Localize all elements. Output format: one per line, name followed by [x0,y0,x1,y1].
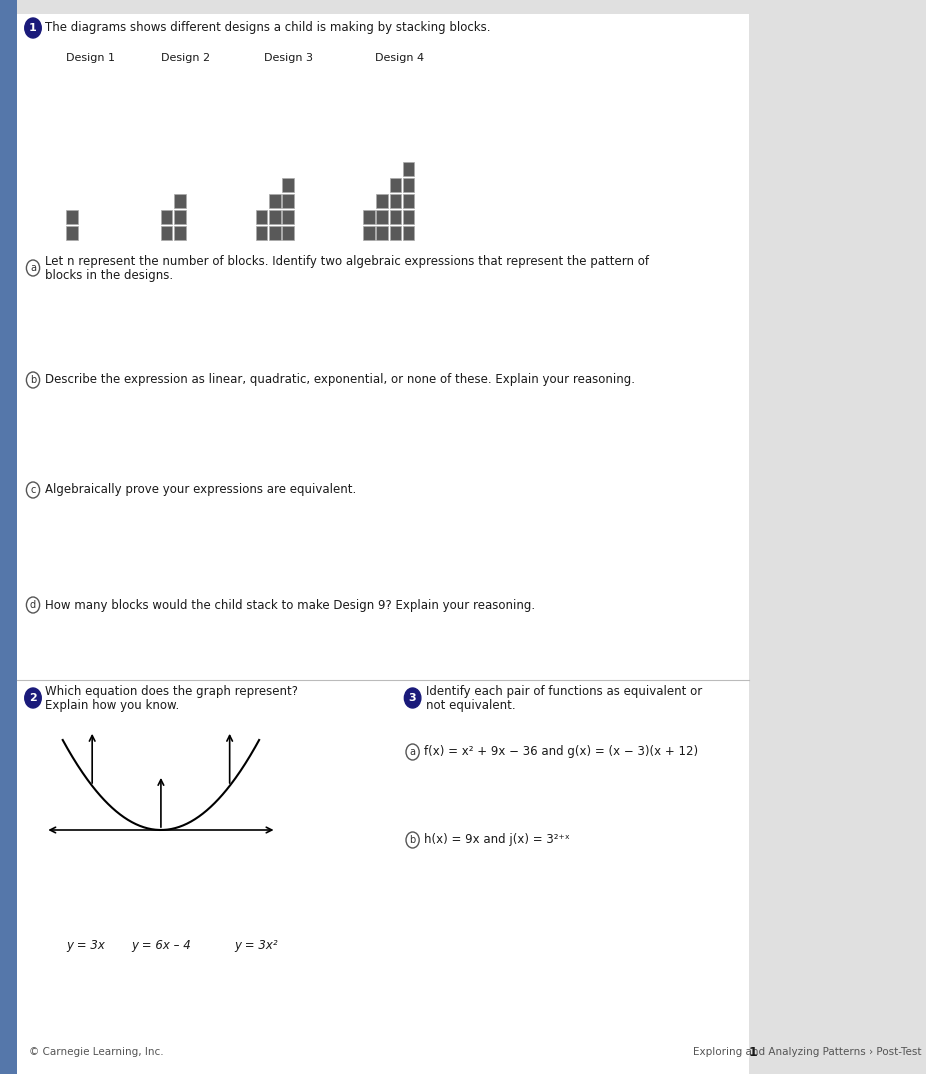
Circle shape [27,597,40,613]
Bar [269,226,281,240]
Text: How many blocks would the child stack to make Design 9? Explain your reasoning.: How many blocks would the child stack to… [44,598,534,611]
Circle shape [25,18,42,38]
Bar [161,226,172,240]
Bar [66,211,78,224]
Bar [403,162,414,176]
Bar [174,211,186,224]
Text: © Carnegie Learning, Inc.: © Carnegie Learning, Inc. [29,1047,164,1057]
Text: c: c [31,485,36,495]
Text: 2: 2 [29,693,37,703]
Text: Design 3: Design 3 [264,53,313,63]
Circle shape [27,482,40,498]
Circle shape [405,688,420,708]
Bar [403,211,414,224]
Bar [269,194,281,208]
Text: Design 4: Design 4 [375,53,425,63]
Bar [390,211,401,224]
Text: y = 6x – 4: y = 6x – 4 [131,939,191,952]
Bar [363,211,375,224]
Bar [403,194,414,208]
Bar [376,211,388,224]
Text: Describe the expression as linear, quadratic, exponential, or none of these. Exp: Describe the expression as linear, quadr… [44,374,634,387]
Circle shape [27,260,40,276]
Bar [282,178,294,192]
Text: Design 1: Design 1 [66,53,115,63]
Text: y = 3x: y = 3x [66,939,105,952]
Bar [282,226,294,240]
Text: Exploring and Analyzing Patterns › Post-Test: Exploring and Analyzing Patterns › Post-… [694,1047,921,1057]
Bar [403,178,414,192]
Bar [269,211,281,224]
Bar [256,226,268,240]
Bar [282,194,294,208]
Circle shape [406,744,419,760]
Bar [161,211,172,224]
Bar [390,178,401,192]
Text: b: b [409,834,416,845]
Text: Identify each pair of functions as equivalent or: Identify each pair of functions as equiv… [426,684,702,697]
Text: 3: 3 [408,693,417,703]
Circle shape [25,688,42,708]
Bar [0,0,17,1074]
Bar [174,226,186,240]
Bar [256,211,268,224]
Text: d: d [30,600,36,610]
Text: blocks in the designs.: blocks in the designs. [44,270,172,282]
Bar [376,194,388,208]
Bar [174,194,186,208]
Text: b: b [30,375,36,384]
Bar [282,211,294,224]
Text: Algebraically prove your expressions are equivalent.: Algebraically prove your expressions are… [44,483,356,496]
Text: y = 3x²: y = 3x² [234,939,278,952]
Text: f(x) = x² + 9x − 36 and g(x) = (x − 3)(x + 12): f(x) = x² + 9x − 36 and g(x) = (x − 3)(x… [424,745,698,758]
Text: h(x) = 9x and j(x) = 3²⁺ˣ: h(x) = 9x and j(x) = 3²⁺ˣ [424,833,570,846]
Text: not equivalent.: not equivalent. [426,698,516,711]
Circle shape [27,372,40,388]
Bar [66,226,78,240]
Text: 1: 1 [29,23,37,33]
Text: Let n represent the number of blocks. Identify two algebraic expressions that re: Let n represent the number of blocks. Id… [44,255,648,267]
Text: 1: 1 [748,1045,757,1059]
Bar [403,226,414,240]
Text: Which equation does the graph represent?: Which equation does the graph represent? [45,684,298,697]
Bar [390,226,401,240]
Text: a: a [30,263,36,273]
Text: Explain how you know.: Explain how you know. [45,698,180,711]
Bar [376,226,388,240]
Bar [363,226,375,240]
Text: Design 2: Design 2 [161,53,210,63]
Text: The diagrams shows different designs a child is making by stacking blocks.: The diagrams shows different designs a c… [45,21,491,34]
Text: a: a [409,748,416,757]
Bar [390,194,401,208]
Circle shape [406,832,419,848]
